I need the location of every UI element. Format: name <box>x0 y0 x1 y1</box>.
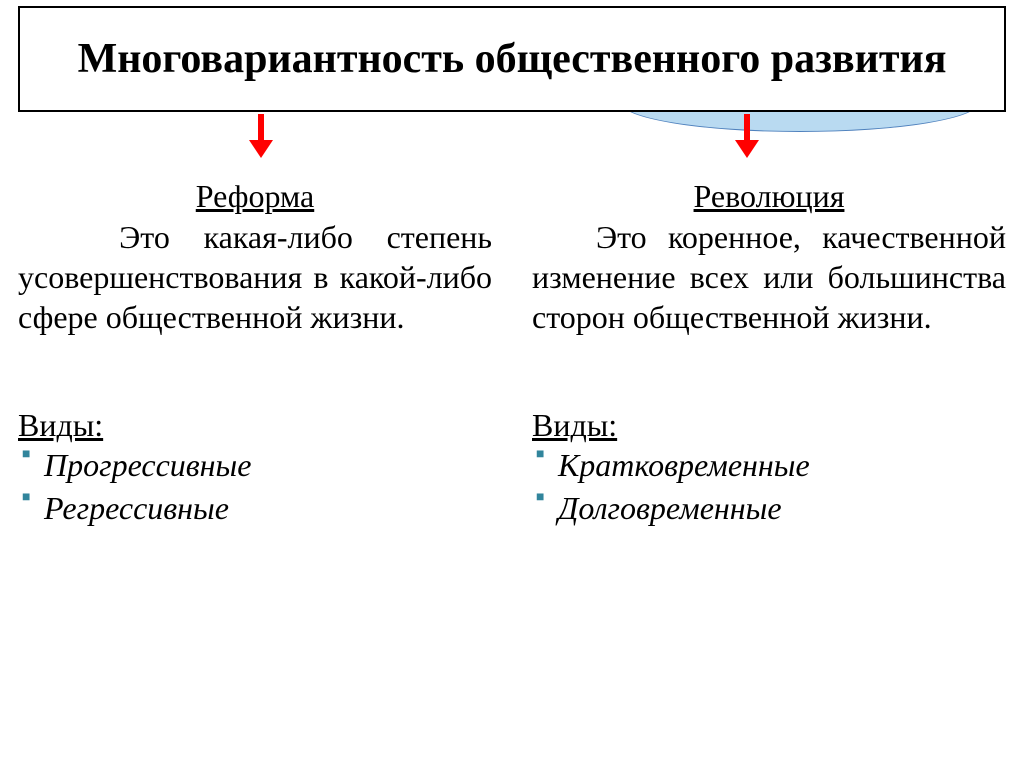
list-item: Долговременные <box>536 487 1006 530</box>
columns: Реформа Это какая-либо степень усовершен… <box>18 178 1006 530</box>
page-title: Многовариантность общественного развития <box>78 35 947 83</box>
revolution-heading: Революция <box>532 178 1006 215</box>
list-item: Кратковременные <box>536 444 1006 487</box>
reform-types-label: Виды: <box>18 407 492 444</box>
reform-definition-text: Это какая-либо степень усовершенствовани… <box>18 219 492 335</box>
arrow-right <box>735 114 759 158</box>
revolution-definition: Это коренное, качественной изменение все… <box>532 217 1006 337</box>
revolution-definition-text: Это коренное, качественной изменение все… <box>532 219 1006 335</box>
reform-types-list: Прогрессивные Регрессивные <box>18 444 492 530</box>
arrow-left <box>249 114 273 158</box>
list-item: Регрессивные <box>22 487 492 530</box>
title-box: Многовариантность общественного развития <box>18 6 1006 112</box>
column-reform: Реформа Это какая-либо степень усовершен… <box>18 178 492 530</box>
column-revolution: Революция Это коренное, качественной изм… <box>532 178 1006 530</box>
reform-types-block: Виды: Прогрессивные Регрессивные <box>18 407 492 530</box>
revolution-types-block: Виды: Кратковременные Долговременные <box>532 407 1006 530</box>
revolution-types-list: Кратковременные Долговременные <box>532 444 1006 530</box>
reform-heading: Реформа <box>18 178 492 215</box>
list-item: Прогрессивные <box>22 444 492 487</box>
revolution-types-label: Виды: <box>532 407 1006 444</box>
reform-definition: Это какая-либо степень усовершенствовани… <box>18 217 492 337</box>
